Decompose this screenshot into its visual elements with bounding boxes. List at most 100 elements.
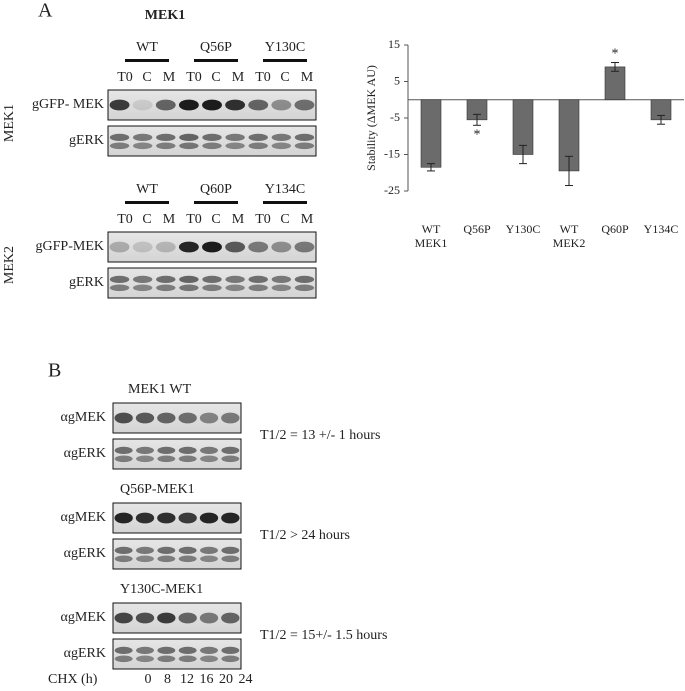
lane-label: C xyxy=(280,70,289,85)
band xyxy=(109,284,130,292)
band xyxy=(221,646,240,655)
group-label: Y130C xyxy=(265,40,305,55)
lane-label: T0 xyxy=(255,70,271,85)
y-tick-label: -15 xyxy=(384,146,400,160)
lane-label: C xyxy=(142,70,151,85)
band xyxy=(114,455,133,463)
band xyxy=(294,275,315,283)
band xyxy=(136,555,154,563)
blot xyxy=(107,125,317,157)
blot xyxy=(112,538,242,570)
x-tick-label: Q56P xyxy=(463,222,491,236)
group-label: WT xyxy=(136,182,158,197)
half-life: T1/2 = 15+/- 1.5 hours xyxy=(260,628,387,643)
band xyxy=(132,142,153,150)
row-label: gGFP-MEK xyxy=(36,239,104,254)
band xyxy=(114,446,133,454)
band xyxy=(109,133,130,141)
significance: * xyxy=(612,47,619,62)
lane-label: C xyxy=(211,212,220,227)
band xyxy=(136,646,154,655)
band xyxy=(271,241,292,253)
error-bar xyxy=(427,163,435,172)
band xyxy=(225,284,245,292)
row-label: gERK xyxy=(69,275,104,290)
band xyxy=(157,546,176,555)
blot xyxy=(112,438,242,470)
lane-label: T0 xyxy=(117,70,133,85)
band xyxy=(114,655,133,663)
section-title: MEK1 xyxy=(145,8,185,23)
band xyxy=(248,284,268,292)
band xyxy=(132,133,153,141)
group-label: Q56P xyxy=(200,40,232,55)
lane-label: M xyxy=(301,70,314,85)
band xyxy=(179,142,199,150)
y-tick-label: -5 xyxy=(390,110,400,124)
band xyxy=(157,455,176,463)
band xyxy=(109,275,130,283)
band xyxy=(248,275,268,283)
time-value: 8 xyxy=(164,672,171,687)
band xyxy=(132,99,153,111)
band xyxy=(114,512,133,524)
band xyxy=(225,99,246,111)
band xyxy=(132,275,153,283)
y-axis-label: Stability (ΔMEK AU) xyxy=(364,65,378,171)
band xyxy=(200,646,218,655)
blot xyxy=(112,502,242,534)
band xyxy=(135,412,155,424)
band xyxy=(132,284,153,292)
lane-label: C xyxy=(211,70,220,85)
band xyxy=(157,655,176,663)
row-label: αgMEK xyxy=(61,510,106,525)
lane-label: M xyxy=(232,212,245,227)
band xyxy=(157,512,176,524)
time-value: 0 xyxy=(145,672,152,687)
band xyxy=(156,142,176,150)
band xyxy=(136,455,154,463)
band xyxy=(109,142,130,150)
band xyxy=(200,446,218,454)
band xyxy=(271,99,292,111)
bar xyxy=(420,99,442,168)
band xyxy=(135,512,155,524)
time-value: 20 xyxy=(219,672,233,687)
x-tick-label: MEK1 xyxy=(415,236,448,250)
lane-label: C xyxy=(280,212,289,227)
band xyxy=(178,241,199,253)
band xyxy=(155,99,176,111)
band xyxy=(156,133,176,141)
error-bar xyxy=(519,144,527,165)
band xyxy=(294,99,315,111)
band xyxy=(114,546,133,555)
blot xyxy=(107,267,317,299)
group-bar xyxy=(125,59,169,62)
band xyxy=(157,555,176,563)
group-bar xyxy=(263,201,307,204)
band xyxy=(200,455,218,463)
band xyxy=(221,555,240,563)
lane-label: M xyxy=(163,212,176,227)
lane-label: T0 xyxy=(255,212,271,227)
band xyxy=(200,555,218,563)
band xyxy=(157,612,176,624)
group-label: Q60P xyxy=(200,182,232,197)
band xyxy=(221,612,240,624)
band xyxy=(199,412,219,424)
band xyxy=(225,241,246,253)
time-value: 24 xyxy=(239,672,253,687)
band xyxy=(155,241,176,253)
band xyxy=(271,133,292,141)
band xyxy=(157,646,176,655)
x-tick-label: WT xyxy=(560,222,579,236)
y-tick-label: 15 xyxy=(388,37,400,51)
band xyxy=(202,284,222,292)
row-label: gERK xyxy=(69,133,104,148)
band xyxy=(157,446,176,454)
error-bar xyxy=(565,155,573,187)
side-label: MEK2 xyxy=(2,246,17,284)
band xyxy=(200,655,218,663)
error-bar xyxy=(473,113,481,126)
